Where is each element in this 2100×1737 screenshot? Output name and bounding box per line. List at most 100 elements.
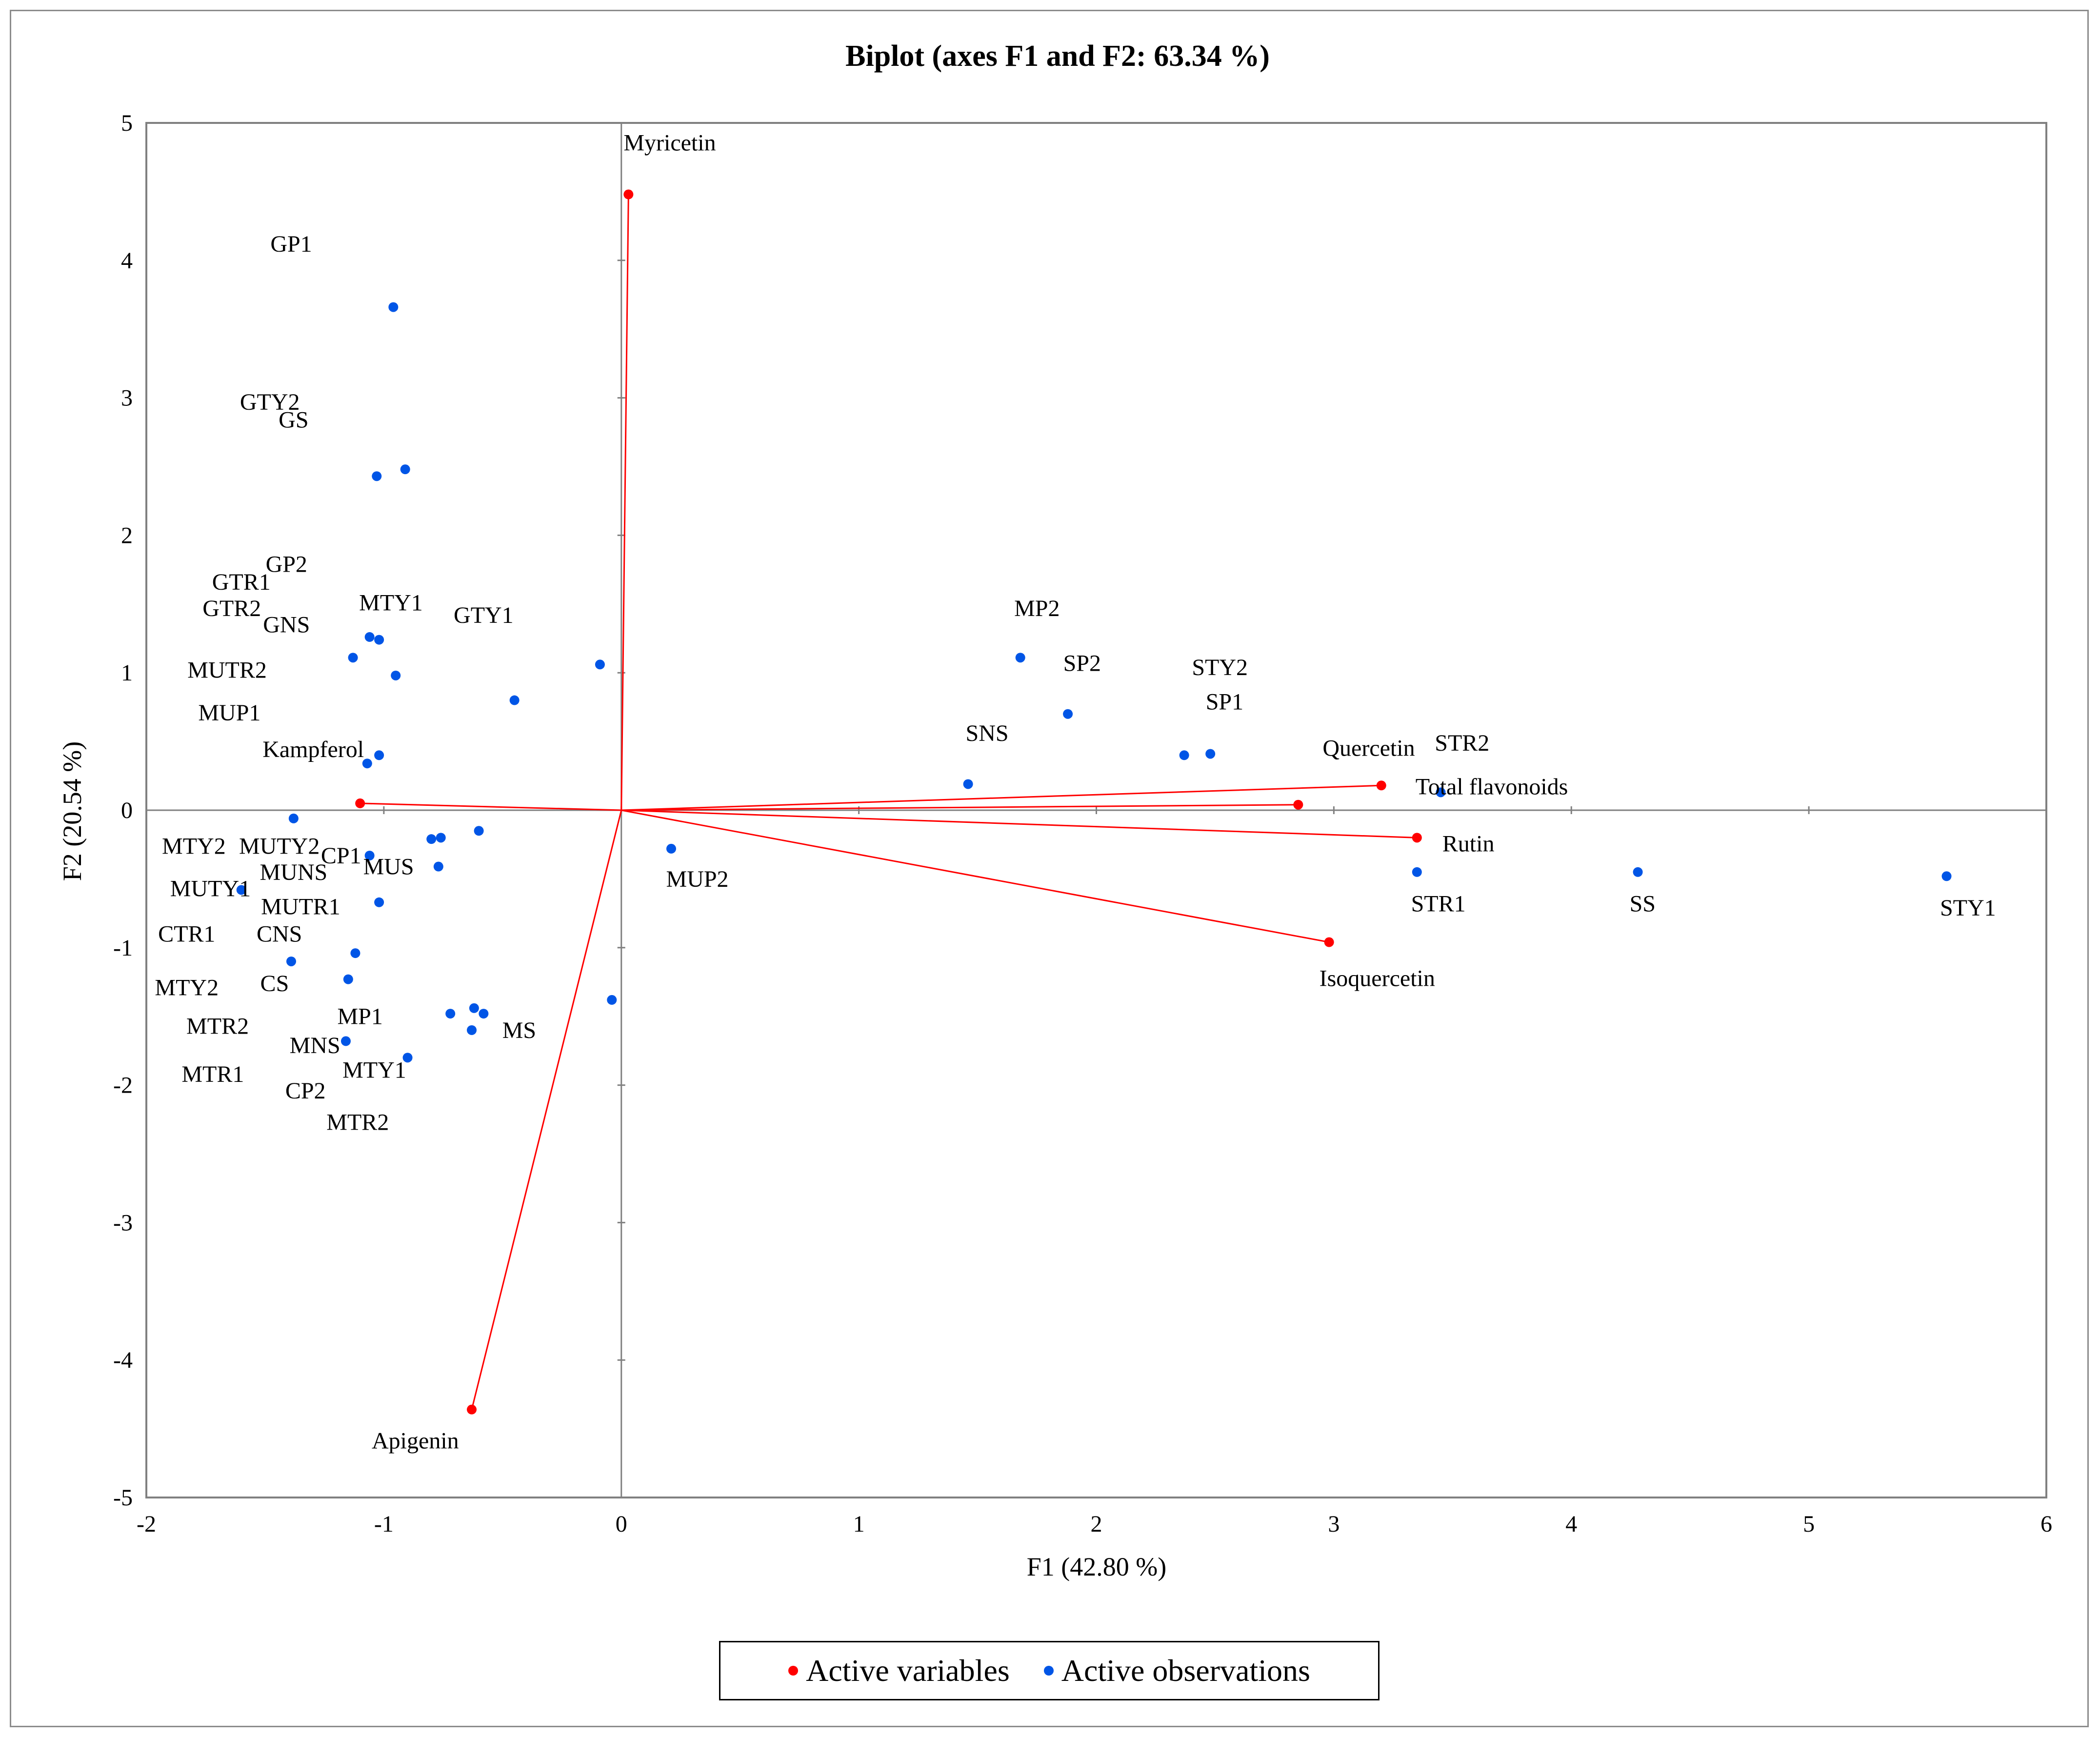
observation-label: MTR2: [186, 1013, 249, 1039]
y-tick-label: 4: [121, 248, 133, 274]
observation-point: [364, 850, 375, 860]
observation-point: [374, 897, 384, 907]
x-tick-label: 1: [853, 1511, 865, 1537]
observation-label: MTY1: [359, 590, 423, 616]
y-tick-label: -2: [113, 1073, 133, 1098]
observation-label: MUTY1: [170, 876, 251, 902]
observation-label: MTY2: [155, 975, 219, 1001]
observation-point: [1063, 709, 1073, 719]
observation-label: MTR1: [181, 1061, 244, 1087]
observation-label: CS: [260, 971, 289, 997]
observation-label: MUS: [363, 854, 414, 880]
variable-vector: [621, 784, 1381, 811]
variable-point: [1324, 937, 1334, 947]
observation-label: MUP2: [666, 866, 729, 892]
observation-label: MUTY2: [239, 833, 320, 859]
y-axis-label: F2 (20.54 %): [58, 741, 87, 881]
variable-label: Total flavonoids: [1416, 774, 1568, 799]
observation-label: SS: [1630, 891, 1656, 917]
chart-frame: Biplot (axes F1 and F2: 63.34 %) F1 (42.…: [10, 10, 2089, 1727]
observation-label: GTR2: [202, 596, 261, 621]
observation-point: [391, 670, 401, 680]
variable-vector: [621, 809, 1417, 839]
x-tick-label: 0: [616, 1511, 627, 1537]
variable-vector: [620, 194, 629, 811]
observation-point: [1412, 867, 1422, 877]
observation-label: MTY1: [342, 1058, 406, 1083]
observation-point: [467, 1025, 477, 1035]
observation-point: [607, 995, 617, 1005]
x-tick-label: 2: [1091, 1511, 1102, 1537]
observation-point: [1941, 871, 1952, 881]
y-tick-label: 0: [121, 798, 133, 823]
observation-label: GNS: [263, 612, 310, 638]
x-tick-label: 3: [1328, 1511, 1340, 1537]
observation-label: MP1: [338, 1004, 383, 1030]
observation-label: GTR1: [212, 569, 271, 595]
observation-point: [236, 885, 246, 895]
observation-label: MTY2: [162, 833, 226, 859]
legend-label-observations: Active observations: [1061, 1653, 1310, 1688]
observation-label: STY2: [1192, 655, 1248, 680]
observation-label: STY1: [1940, 895, 1996, 921]
y-tick-label: -3: [113, 1210, 133, 1236]
observation-label: CNS: [257, 921, 302, 947]
observation-label: GS: [279, 407, 308, 433]
variable-label: Isoquercetin: [1320, 966, 1435, 992]
observation-point: [348, 653, 358, 663]
observation-point: [286, 956, 296, 966]
y-tick-label: -4: [113, 1347, 133, 1373]
variable-point: [623, 189, 634, 200]
variable-label: Myricetin: [623, 130, 716, 156]
observation-point: [1205, 749, 1216, 759]
observation-label: MUP1: [198, 700, 260, 726]
blue-dot-icon: [1043, 1666, 1054, 1676]
biplot-chart: Biplot (axes F1 and F2: 63.34 %) F1 (42.…: [58, 40, 2052, 1581]
y-tick-label: -1: [113, 935, 133, 961]
y-tick-label: 5: [121, 110, 133, 136]
variable-point: [1293, 799, 1303, 810]
variable-label: Rutin: [1442, 831, 1495, 857]
observation-point: [666, 843, 676, 854]
observation-label: MNS: [290, 1033, 340, 1058]
observation-label: CTR1: [158, 921, 215, 947]
y-tick-label: -5: [113, 1485, 133, 1511]
observation-label: MTR2: [326, 1110, 389, 1136]
observation-label: MUTR2: [187, 658, 267, 683]
observation-label: STR2: [1435, 730, 1489, 756]
y-tick-label: 2: [121, 522, 133, 548]
x-tick-label: 6: [2040, 1511, 2052, 1537]
variable-vector: [621, 804, 1299, 811]
variable-point: [467, 1404, 477, 1415]
variable-vector: [360, 802, 621, 811]
observation-point: [469, 1003, 479, 1013]
observation-point: [433, 861, 443, 872]
observation-point: [1179, 750, 1189, 760]
observation-point: [595, 659, 605, 670]
legend-item-variables: Active variables: [788, 1653, 1010, 1689]
observation-label: GTY1: [454, 602, 514, 628]
observation-point: [479, 1009, 489, 1019]
observation-label: MUNS: [260, 859, 328, 885]
variable-vector: [621, 809, 1329, 943]
observation-point: [402, 1053, 413, 1063]
x-axis-label: F1 (42.80 %): [1027, 1552, 1166, 1581]
observation-label: SNS: [966, 720, 1009, 746]
observation-point: [474, 826, 484, 836]
observation-label: MS: [502, 1018, 536, 1043]
observation-point: [1633, 867, 1643, 877]
observation-label: SP1: [1206, 689, 1243, 715]
x-tick-label: -1: [374, 1511, 394, 1537]
observation-label: CP1: [321, 843, 361, 869]
chart-title: Biplot (axes F1 and F2: 63.34 %): [845, 40, 1270, 73]
observation-label: GP2: [266, 552, 307, 578]
observation-label: MP2: [1014, 596, 1060, 621]
observation-point: [436, 833, 446, 843]
observation-point: [364, 632, 375, 642]
legend: Active variables Active observations: [719, 1641, 1380, 1700]
observation-label: SP2: [1063, 650, 1101, 676]
y-tick-label: 1: [121, 660, 133, 686]
observation-point: [509, 695, 520, 705]
x-tick-label: 5: [1803, 1511, 1815, 1537]
observation-point: [1015, 653, 1025, 663]
